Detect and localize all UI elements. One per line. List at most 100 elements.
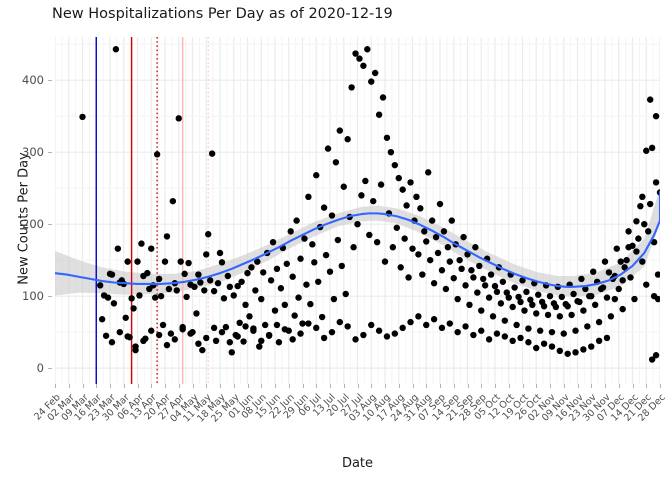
data-point bbox=[489, 313, 497, 320]
data-point bbox=[360, 331, 367, 339]
data-point bbox=[295, 294, 302, 301]
data-point bbox=[399, 324, 406, 332]
data-point bbox=[124, 333, 131, 340]
data-point bbox=[623, 256, 630, 264]
data-point bbox=[258, 337, 265, 345]
data-point bbox=[474, 289, 481, 296]
data-point bbox=[409, 245, 416, 252]
data-point bbox=[544, 311, 552, 319]
data-point bbox=[210, 324, 218, 332]
y-tick-mark bbox=[48, 80, 52, 82]
x-tick-mark bbox=[82, 384, 84, 388]
data-point bbox=[578, 275, 585, 283]
data-point bbox=[377, 181, 385, 188]
data-point bbox=[360, 62, 367, 69]
data-point bbox=[281, 326, 289, 333]
data-point bbox=[169, 197, 177, 205]
data-point bbox=[96, 282, 104, 289]
data-point bbox=[584, 323, 591, 330]
data-point bbox=[171, 336, 179, 343]
data-point bbox=[318, 313, 326, 321]
data-point bbox=[342, 290, 349, 298]
data-point bbox=[238, 278, 245, 285]
data-point bbox=[334, 236, 342, 244]
data-point bbox=[645, 228, 652, 235]
data-point bbox=[491, 282, 499, 290]
data-point bbox=[122, 314, 129, 321]
data-point bbox=[208, 150, 216, 157]
data-point bbox=[470, 331, 477, 339]
data-point bbox=[639, 258, 646, 265]
x-axis: 24 Feb 02 Mar 09 Mar 16 Mar 23 Mar 30 Mar 06 A… bbox=[32, 384, 668, 454]
data-point bbox=[425, 169, 432, 176]
data-point bbox=[501, 317, 509, 324]
data-point bbox=[444, 244, 452, 251]
data-point bbox=[389, 244, 397, 251]
data-point bbox=[297, 330, 304, 337]
data-point bbox=[509, 303, 516, 311]
data-point bbox=[513, 321, 520, 329]
data-point bbox=[568, 311, 575, 319]
data-point bbox=[521, 307, 528, 314]
data-point bbox=[234, 333, 241, 340]
data-point bbox=[456, 256, 463, 264]
data-point bbox=[556, 347, 564, 355]
x-tick-mark bbox=[275, 384, 276, 388]
data-point bbox=[517, 334, 524, 342]
data-point bbox=[203, 251, 210, 258]
x-tick-mark bbox=[233, 384, 235, 388]
data-point bbox=[246, 313, 253, 320]
data-point bbox=[348, 84, 355, 91]
data-point bbox=[576, 298, 583, 306]
data-point bbox=[195, 340, 202, 347]
data-point bbox=[438, 324, 446, 332]
data-point bbox=[627, 274, 634, 281]
data-point bbox=[269, 238, 277, 246]
data-point bbox=[397, 264, 404, 271]
x-tick-mark bbox=[522, 384, 524, 388]
data-point bbox=[391, 330, 399, 337]
data-point bbox=[546, 292, 554, 300]
x-tick-mark bbox=[632, 384, 634, 388]
data-point bbox=[187, 330, 194, 337]
data-point bbox=[326, 268, 334, 275]
data-point bbox=[454, 328, 461, 336]
data-point bbox=[648, 356, 656, 363]
data-point bbox=[313, 324, 320, 332]
data-point bbox=[277, 285, 285, 292]
data-point bbox=[108, 271, 116, 278]
y-tick-mark bbox=[48, 152, 52, 154]
data-point bbox=[399, 186, 406, 193]
data-point bbox=[140, 337, 147, 345]
data-point bbox=[299, 320, 306, 327]
x-tick-mark bbox=[577, 384, 579, 388]
data-point bbox=[536, 327, 544, 334]
data-point bbox=[633, 218, 640, 225]
data-point bbox=[485, 336, 493, 343]
data-point bbox=[635, 235, 642, 242]
data-point bbox=[165, 285, 173, 293]
data-point bbox=[603, 294, 611, 301]
x-tick-mark bbox=[151, 384, 153, 388]
data-point bbox=[458, 265, 465, 273]
data-point bbox=[654, 271, 660, 278]
data-point bbox=[478, 327, 485, 334]
x-tick-mark bbox=[371, 384, 373, 388]
data-point bbox=[267, 277, 275, 284]
x-tick-mark bbox=[178, 384, 180, 388]
data-point bbox=[401, 235, 408, 242]
data-point bbox=[582, 285, 589, 293]
data-point bbox=[138, 240, 145, 247]
data-point bbox=[309, 241, 316, 248]
data-point bbox=[639, 193, 646, 201]
data-point bbox=[271, 307, 279, 314]
data-point bbox=[505, 294, 512, 301]
x-tick-mark bbox=[508, 384, 510, 388]
data-point bbox=[352, 50, 359, 57]
data-point bbox=[476, 262, 483, 270]
data-point bbox=[548, 343, 556, 350]
data-point bbox=[151, 294, 159, 301]
y-tick-label: 400 bbox=[22, 73, 44, 88]
data-point bbox=[354, 220, 361, 228]
x-tick-mark bbox=[55, 384, 56, 388]
